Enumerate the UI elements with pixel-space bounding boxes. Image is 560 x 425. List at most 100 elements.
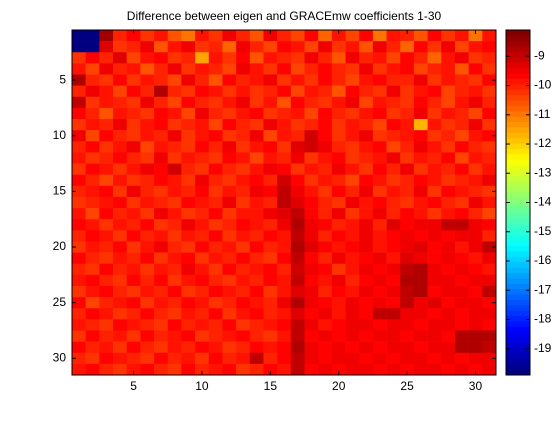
heatmap-cell <box>331 208 346 220</box>
heatmap-cell <box>441 30 456 42</box>
heatmap-cell <box>126 107 141 120</box>
heatmap-cell <box>249 341 264 354</box>
heatmap-cell <box>468 163 483 175</box>
heatmap-cell <box>208 297 223 309</box>
heatmap-cell <box>72 185 86 198</box>
heatmap-cell <box>249 274 264 287</box>
colorbar-band <box>506 137 530 144</box>
heatmap-cell <box>208 107 223 120</box>
heatmap-cell <box>482 341 497 354</box>
heatmap-cell <box>359 119 374 131</box>
heatmap-cell <box>277 252 292 265</box>
heatmap-cell <box>181 230 196 242</box>
heatmap-cell <box>195 208 210 220</box>
heatmap-cell <box>359 85 374 98</box>
heatmap-cell <box>372 274 387 287</box>
heatmap-cell <box>290 196 305 209</box>
heatmap-cell <box>249 74 264 86</box>
heatmap-cell <box>154 274 169 287</box>
chart-title: Difference between eigen and GRACEmw coe… <box>127 9 442 23</box>
heatmap-cell <box>263 297 278 309</box>
heatmap-cell <box>372 319 387 331</box>
heatmap-cell <box>195 174 210 187</box>
heatmap-cell <box>222 52 237 64</box>
heatmap-cell <box>113 74 128 86</box>
heatmap-cell <box>208 30 223 42</box>
heatmap-cell <box>318 30 333 42</box>
heatmap-cell <box>154 85 169 98</box>
heatmap-cell <box>318 352 333 365</box>
heatmap-cell <box>359 252 374 265</box>
heatmap-cell <box>318 185 333 198</box>
heatmap-cell <box>441 208 456 220</box>
heatmap-cell <box>468 63 483 75</box>
heatmap-cell <box>181 252 196 265</box>
heatmap-cell <box>85 297 100 309</box>
heatmap-cell <box>236 107 251 120</box>
heatmap-cell <box>208 152 223 164</box>
heatmap-cell <box>154 119 169 131</box>
heatmap-cell <box>181 185 196 198</box>
heatmap-cell <box>482 152 497 164</box>
heatmap-cell <box>277 230 292 242</box>
heatmap-cell <box>222 285 237 298</box>
heatmap-cell <box>208 274 223 287</box>
heatmap-cell <box>277 107 292 120</box>
heatmap-cell <box>372 252 387 265</box>
heatmap-cell <box>85 196 100 209</box>
heatmap-cell <box>482 252 497 265</box>
heatmap-cell <box>222 330 237 342</box>
heatmap-cell <box>413 30 428 42</box>
heatmap-cell <box>331 319 346 331</box>
heatmap-cell <box>236 41 251 53</box>
heatmap-cell <box>413 52 428 64</box>
colorbar-tick-label: -18 <box>534 312 552 326</box>
heatmap-cell <box>208 85 223 98</box>
colorbar-band <box>506 30 530 36</box>
heatmap-cell <box>345 174 360 187</box>
heatmap-cell <box>154 263 169 276</box>
heatmap-cell <box>99 130 114 142</box>
heatmap-cell <box>400 285 415 298</box>
heatmap-cell <box>277 319 292 331</box>
heatmap-cell <box>72 241 86 253</box>
heatmap-cell <box>263 330 278 342</box>
heatmap-cell <box>277 297 292 309</box>
heatmap-cell <box>249 174 264 187</box>
heatmap-cell <box>331 30 346 42</box>
heatmap-cell <box>167 208 182 220</box>
heatmap-cell <box>372 41 387 53</box>
heatmap-cell <box>304 163 319 175</box>
heatmap-cell <box>126 230 141 242</box>
heatmap-cell <box>468 219 483 231</box>
heatmap-cell <box>277 141 292 153</box>
heatmap-cell <box>468 130 483 142</box>
heatmap-cell <box>386 96 401 109</box>
heatmap-cell <box>413 363 428 376</box>
heatmap-cell <box>222 152 237 164</box>
heatmap-cell <box>441 274 456 287</box>
heatmap-cell <box>263 219 278 231</box>
heatmap-cell <box>113 52 128 64</box>
colorbar-band <box>506 100 530 106</box>
heatmap-cell <box>222 230 237 242</box>
heatmap-cell <box>113 96 128 109</box>
heatmap-cell <box>113 330 128 342</box>
heatmap-cell <box>304 263 319 276</box>
heatmap-cell <box>318 319 333 331</box>
heatmap-cell <box>263 141 278 153</box>
heatmap-cell <box>441 341 456 354</box>
heatmap-cell <box>277 152 292 164</box>
heatmap-cell <box>386 152 401 164</box>
heatmap-cell <box>99 319 114 331</box>
heatmap-cell <box>222 208 237 220</box>
heatmap-cell <box>482 141 497 153</box>
heatmap-cell <box>427 263 442 276</box>
heatmap-cell <box>400 63 415 75</box>
heatmap-cell <box>441 241 456 253</box>
heatmap-cell <box>72 252 86 265</box>
heatmap-cell <box>167 230 182 242</box>
heatmap-cell <box>126 163 141 175</box>
heatmap-cell <box>195 152 210 164</box>
heatmap-cell <box>263 41 278 53</box>
